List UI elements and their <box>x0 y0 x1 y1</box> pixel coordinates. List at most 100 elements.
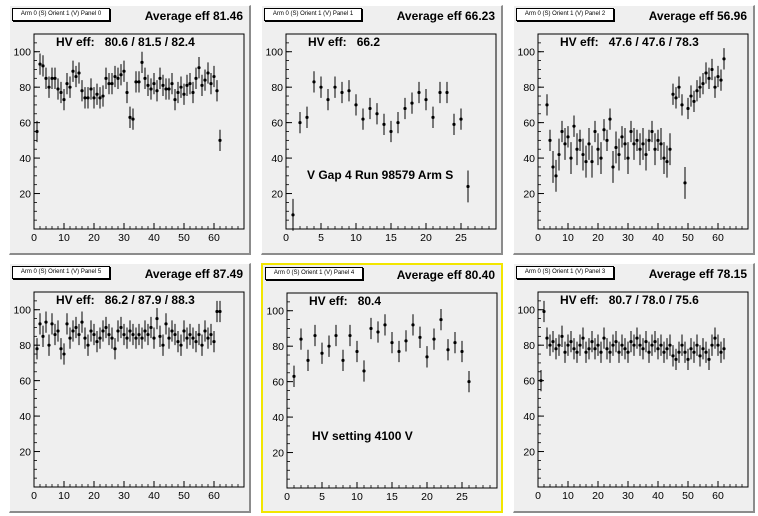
data-point <box>659 127 663 160</box>
plot-area[interactable]: 0 5 10 15 20 25 20 40 60 80 100 <box>262 6 504 256</box>
plot-panel[interactable]: 0 10 20 30 40 50 60 20 40 60 80 100 Arm 0 (S) Orient… <box>513 263 755 513</box>
point-marker <box>327 344 331 348</box>
data-point <box>320 342 324 364</box>
data-point <box>170 320 174 342</box>
panel-tab[interactable]: Arm 0 (S) Orient 1 (V) Panel 4 <box>265 267 363 280</box>
point-marker <box>659 142 663 146</box>
data-point <box>620 126 624 148</box>
plot-panel[interactable]: 0 5 10 15 20 25 20 40 60 80 100 Arm 0 (S) Orient 1 … <box>261 263 503 513</box>
data-point <box>677 76 681 98</box>
data-point <box>581 327 585 349</box>
point-marker <box>566 343 570 347</box>
x-tick-label: 50 <box>682 232 694 244</box>
point-marker <box>698 354 702 358</box>
x-tick-label: 20 <box>592 232 604 244</box>
point-marker <box>179 85 183 89</box>
point-marker <box>710 67 714 72</box>
point-marker <box>68 336 72 340</box>
data-point <box>119 316 123 339</box>
point-marker <box>62 352 66 356</box>
point-marker <box>674 96 678 100</box>
data-point <box>95 331 99 353</box>
point-marker <box>212 340 216 344</box>
point-marker <box>548 138 552 142</box>
point-marker <box>446 348 450 352</box>
data-point <box>179 334 183 356</box>
data-point <box>644 331 648 353</box>
point-marker <box>716 343 720 347</box>
average-eff-value: 80.40 <box>464 268 495 282</box>
data-point <box>656 129 660 151</box>
y-tick-label: 60 <box>19 376 31 388</box>
data-point <box>194 67 198 89</box>
plot-panel[interactable]: 0 10 20 30 40 50 60 20 40 60 80 100 Arm 0 (S) Orient… <box>9 263 251 513</box>
point-marker <box>452 122 456 127</box>
point-marker <box>146 83 150 88</box>
plot-panel[interactable]: 0 10 20 30 40 50 60 20 40 60 80 100 Arm 0 (S) Orient… <box>9 5 251 255</box>
y-tick-label: 20 <box>19 189 31 201</box>
data-point <box>659 334 663 356</box>
point-marker <box>107 82 111 86</box>
data-point <box>545 94 549 116</box>
data-point <box>650 334 654 356</box>
panel-tab[interactable]: Arm 0 (S) Orient 1 (V) Panel 0 <box>12 8 110 21</box>
y-tick-label: 100 <box>13 47 31 59</box>
point-marker <box>53 76 57 80</box>
data-point <box>128 320 132 342</box>
data-point <box>68 76 72 98</box>
panel-tab[interactable]: Arm 0 (S) Orient 1 (V) Panel 3 <box>516 266 614 279</box>
x-tick-label: 10 <box>562 490 574 502</box>
data-point <box>710 58 714 81</box>
point-marker <box>659 343 663 347</box>
point-marker <box>656 347 660 351</box>
data-point <box>410 92 414 114</box>
point-marker <box>185 336 189 340</box>
point-marker <box>137 80 141 84</box>
y-tick-label: 80 <box>19 82 31 94</box>
plot-panel[interactable]: 0 10 20 30 40 50 60 20 40 60 80 100 Arm 0 (S) Orient… <box>513 5 755 255</box>
point-marker <box>641 347 645 351</box>
point-marker <box>152 82 156 86</box>
average-eff: Average eff 56.96 <box>649 9 747 23</box>
plot-area[interactable]: 0 10 20 30 40 50 60 20 40 60 80 100 <box>514 264 756 514</box>
point-marker <box>113 74 117 79</box>
data-point <box>110 73 114 95</box>
data-point <box>83 327 87 349</box>
data-point <box>722 48 726 70</box>
data-point <box>185 327 189 349</box>
data-point <box>71 60 75 82</box>
plot-frame <box>286 292 498 489</box>
data-point <box>569 142 573 175</box>
data-point <box>209 73 213 95</box>
point-marker <box>209 82 213 86</box>
plot-area[interactable]: 0 10 20 30 40 50 60 20 40 60 80 100 <box>10 6 252 256</box>
data-point <box>158 325 162 347</box>
point-marker <box>368 106 372 111</box>
plot-area[interactable]: 0 10 20 30 40 50 60 20 40 60 80 100 <box>10 264 252 514</box>
data-point <box>605 338 609 360</box>
data-point <box>86 87 90 109</box>
plot-panel[interactable]: 0 5 10 15 20 25 20 40 60 80 100 Arm 0 (S) Orient 1 … <box>261 5 503 255</box>
plot-area[interactable]: 0 10 20 30 40 50 60 20 40 60 80 100 <box>514 6 756 256</box>
data-point <box>92 323 96 346</box>
data-point <box>668 334 672 356</box>
point-marker <box>347 89 351 93</box>
panel-tab[interactable]: Arm 0 (S) Orient 1 (V) Panel 5 <box>12 266 110 279</box>
plot-area[interactable]: 0 5 10 15 20 25 20 40 60 80 100 <box>263 265 505 515</box>
point-marker <box>710 343 714 347</box>
data-point <box>212 331 216 353</box>
point-marker <box>668 147 672 151</box>
y-tick-label: 40 <box>19 411 31 423</box>
point-marker <box>191 336 195 340</box>
panel-tab[interactable]: Arm 0 (S) Orient 1 (V) Panel 1 <box>264 8 362 21</box>
y-tick-label: 60 <box>523 376 535 388</box>
point-marker <box>459 117 463 121</box>
panel-tab[interactable]: Arm 0 (S) Orient 1 (V) Panel 2 <box>516 8 614 21</box>
point-marker <box>95 92 99 96</box>
point-marker <box>119 73 123 77</box>
data-point <box>635 129 639 151</box>
point-marker <box>292 374 296 378</box>
point-marker <box>95 340 99 344</box>
data-point <box>53 67 57 89</box>
data-point <box>68 327 72 349</box>
